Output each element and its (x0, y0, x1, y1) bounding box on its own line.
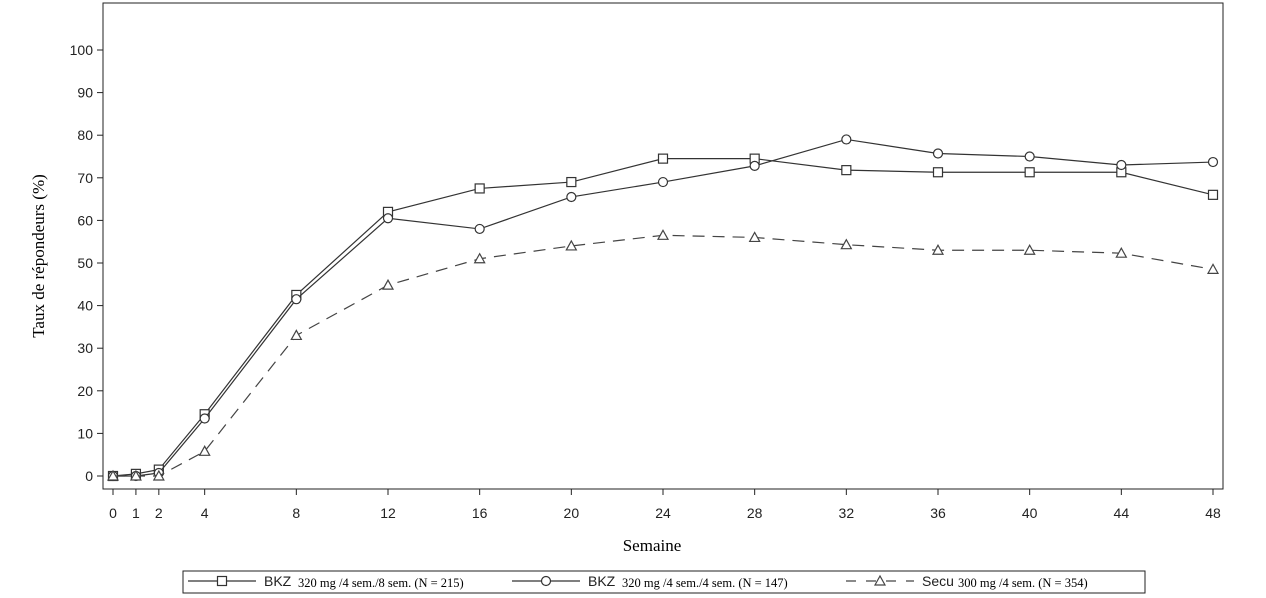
legend: BKZ 320 mg /4 sem./8 sem. (N = 215) BKZ 320… (182, 570, 1146, 594)
series-line (112, 158, 1214, 477)
data-point (1206, 263, 1220, 274)
series-layer (106, 134, 1220, 482)
legend-item-2: BKZ 320 mg /4 sem./4 sem. (N = 147) (512, 573, 788, 590)
data-point (1024, 167, 1035, 178)
legend-prefix: BKZ (264, 573, 292, 589)
y-tick-label: 40 (77, 298, 93, 314)
y-tick-label: 50 (77, 255, 93, 271)
data-point (1115, 246, 1128, 258)
data-point (565, 239, 578, 251)
x-tick-label: 24 (655, 505, 671, 521)
x-tick-label: 8 (292, 505, 300, 521)
x-axis-title: Semaine (623, 536, 682, 555)
legend-prefix: BKZ (588, 573, 616, 589)
y-tick-label: 60 (77, 212, 93, 228)
y-tick-label: 90 (77, 85, 93, 101)
y-tick-label: 10 (77, 425, 93, 441)
data-point (474, 183, 485, 194)
x-tick-label: 1 (132, 505, 140, 521)
x-tick-label: 0 (109, 505, 117, 521)
legend-marker (216, 575, 228, 587)
data-point (656, 229, 670, 240)
x-tick-label: 28 (747, 505, 763, 521)
data-point (382, 213, 394, 224)
data-point (290, 329, 303, 341)
data-point (840, 238, 853, 250)
x-tick-label: 40 (1022, 505, 1038, 521)
x-tick-label: 12 (380, 505, 396, 521)
x-tick-label: 44 (1114, 505, 1130, 521)
data-point (474, 223, 485, 235)
legend-item-3: Secu 300 mg /4 sem. (N = 354) (846, 573, 1088, 590)
data-point (748, 231, 761, 243)
y-tick-label: 100 (70, 42, 94, 58)
data-point (1024, 151, 1035, 162)
data-point (657, 153, 669, 164)
data-point (566, 191, 577, 203)
data-point (473, 252, 486, 264)
data-point (152, 469, 165, 481)
y-tick-label: 0 (85, 468, 93, 484)
x-tick-label: 48 (1205, 505, 1221, 521)
data-point (198, 445, 211, 456)
data-point (841, 134, 852, 145)
data-point (1023, 243, 1036, 255)
y-tick-label: 20 (77, 383, 93, 399)
data-point (1207, 156, 1219, 168)
y-axis-title: Taux de répondeurs (%) (29, 174, 48, 338)
legend-label: 320 mg /4 sem./4 sem. (N = 147) (622, 576, 788, 590)
data-point (291, 294, 302, 305)
x-tick-label: 4 (201, 505, 209, 521)
data-point (106, 469, 120, 481)
data-point (841, 165, 852, 176)
data-point (1116, 159, 1127, 171)
plot-frame (102, 2, 1224, 490)
data-point (1207, 189, 1219, 200)
x-axis: 0 1 2 4 8 12 16 20 24 28 32 36 40 44 48 (109, 489, 1221, 521)
data-point (381, 278, 395, 290)
data-point (749, 160, 760, 171)
x-tick-label: 32 (839, 505, 855, 521)
y-axis: 0 10 20 30 40 50 60 70 80 90 100 (70, 42, 103, 484)
series-2 (107, 134, 1219, 482)
legend-label: 300 mg /4 sem. (N = 354) (958, 576, 1088, 590)
y-tick-label: 70 (77, 170, 93, 186)
data-point (657, 176, 669, 188)
legend-label: 320 mg /4 sem./8 sem. (N = 215) (298, 576, 464, 590)
x-tick-label: 16 (472, 505, 488, 521)
data-point (199, 413, 210, 424)
series-line (113, 234, 1214, 477)
data-point (932, 167, 944, 178)
y-tick-label: 30 (77, 340, 93, 356)
series-line (113, 138, 1214, 477)
legend-frame (182, 570, 1146, 594)
data-point (931, 243, 945, 255)
series-3 (106, 229, 1220, 481)
data-point (932, 148, 944, 159)
legend-marker (873, 574, 887, 586)
y-tick-label: 80 (77, 127, 93, 143)
legend-prefix: Secu (922, 573, 954, 589)
data-point (566, 176, 577, 188)
legend-item-1: BKZ 320 mg /4 sem./8 sem. (N = 215) (188, 573, 464, 590)
legend-marker (540, 575, 552, 587)
data-point (129, 469, 142, 481)
x-tick-label: 36 (930, 505, 946, 521)
x-tick-label: 2 (155, 505, 163, 521)
x-tick-label: 20 (564, 505, 580, 521)
series-1 (107, 153, 1219, 482)
